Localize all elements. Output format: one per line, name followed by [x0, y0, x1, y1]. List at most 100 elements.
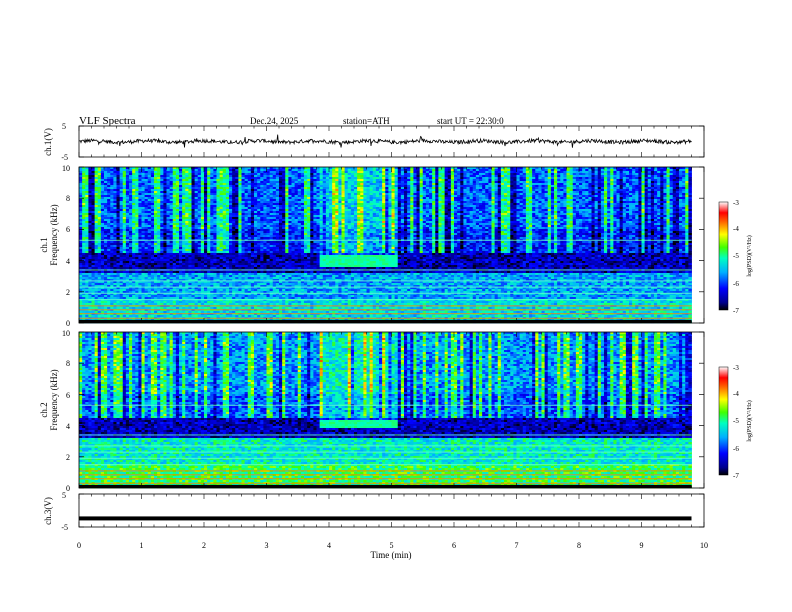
spectrogram-cell: [579, 189, 583, 192]
spectrogram-cell: [519, 181, 524, 184]
spectrogram-cell: [582, 185, 586, 188]
spectrogram-cell: [379, 175, 383, 178]
spectrogram-cell: [472, 187, 477, 190]
spectrogram-cell: [588, 167, 592, 170]
spectrogram-cell: [391, 185, 396, 188]
spectrogram-cell: [207, 189, 211, 192]
spectrogram-cell: [354, 171, 358, 174]
spectrogram-cell: [313, 179, 317, 182]
spectrogram-cell: [179, 173, 183, 176]
spectrogram-cell: [272, 183, 277, 186]
spectrogram-cell: [488, 177, 492, 180]
ch1-waveform-ytick-bottom: -5: [61, 153, 68, 162]
spectrogram-cell: [304, 183, 308, 186]
spectrogram-cell: [316, 177, 321, 180]
spectrogram-cell: [154, 187, 158, 190]
spectrogram-cell: [282, 183, 286, 186]
spectrogram-cell: [144, 169, 149, 172]
spectrogram-cell: [91, 189, 96, 192]
spectrogram-cell: [191, 175, 196, 178]
spectrogram-cell: [604, 183, 608, 186]
spectrogram-cell: [460, 177, 464, 180]
spectrogram-cell: [635, 175, 639, 178]
spectrogram-cell: [113, 179, 117, 182]
spectrogram-cell: [175, 175, 180, 178]
spectrogram-cell: [672, 181, 677, 184]
spectrogram-cell: [119, 169, 124, 172]
spectrogram-cell: [172, 185, 177, 188]
spectrogram-cell: [585, 181, 589, 184]
spectrogram-cell: [104, 169, 108, 172]
spectrogram-cell: [475, 167, 480, 170]
spectrogram-cell: [400, 173, 405, 176]
spectrogram-cell: [285, 171, 289, 174]
spectrogram-cell: [638, 167, 642, 170]
spectrogram-cell: [685, 181, 689, 184]
spectrogram-cell: [482, 173, 486, 176]
spectrogram-cell: [544, 181, 549, 184]
spectrogram-cell: [341, 169, 346, 172]
spectrogram-cell: [600, 181, 605, 184]
spectrogram-cell: [113, 171, 117, 174]
spectrogram-cell: [388, 185, 392, 188]
spectrogram-cell: [535, 171, 539, 174]
spectrogram-cell: [110, 171, 114, 174]
spectrogram-cell: [225, 183, 230, 186]
spectrogram-cell: [232, 177, 236, 180]
spectrogram-cell: [275, 181, 280, 184]
spectrogram-cell: [494, 169, 499, 172]
spectrogram-cell: [535, 187, 539, 190]
spectrogram-cell: [647, 185, 652, 188]
spectrogram-cell: [332, 189, 336, 192]
spectrogram-cell: [269, 181, 274, 184]
spectrogram-cell: [563, 187, 567, 190]
spectrogram-cell: [172, 167, 177, 170]
spectrogram-cell: [519, 175, 524, 178]
spectrogram-cell: [516, 173, 521, 176]
spectrogram-cell: [275, 187, 280, 190]
spectrogram-cell: [429, 175, 433, 178]
spectrogram-cell: [416, 169, 421, 172]
spectrogram-cell: [675, 183, 680, 186]
spectrogram-cell: [529, 179, 533, 182]
spectrogram-cell: [282, 171, 286, 174]
spectrogram-cell: [250, 173, 255, 176]
spectrogram-cell: [216, 177, 221, 180]
spectrogram-cell: [679, 177, 683, 180]
spectrogram-cell: [382, 171, 386, 174]
spectrogram-cell: [225, 179, 230, 182]
spectrogram-cell: [554, 171, 558, 174]
spectrogram-cell: [247, 179, 252, 182]
spectrogram-cell: [429, 177, 433, 180]
spectrogram-cell: [297, 183, 302, 186]
spectrogram-cell: [385, 187, 389, 190]
spectrogram-cell: [669, 171, 674, 174]
spectrogram-cell: [344, 177, 349, 180]
spectrogram-cell: [557, 173, 561, 176]
spectrogram-cell: [513, 167, 517, 170]
spectrogram-cell: [204, 173, 208, 176]
spectrogram-cell: [285, 169, 289, 172]
spectrogram-cell: [369, 177, 374, 180]
spectrogram-cell: [313, 171, 317, 174]
spectrogram-cell: [179, 177, 183, 180]
spectrogram-cell: [563, 171, 567, 174]
spectrogram-cell: [435, 189, 439, 192]
spectrogram-cell: [450, 177, 455, 180]
spectrogram-cell: [119, 189, 124, 192]
spectrogram-cell: [260, 173, 264, 176]
spectrogram-cell: [463, 183, 467, 186]
spectrogram-cell: [604, 171, 608, 174]
spectrogram-cell: [454, 171, 458, 174]
spectrogram-cell: [94, 189, 99, 192]
spectrogram-cell: [335, 183, 339, 186]
spectrogram-cell: [472, 189, 477, 192]
spectrogram-cell: [516, 175, 521, 178]
spectrogram-cell: [413, 185, 417, 188]
spectrogram-cell: [300, 183, 305, 186]
spectrogram-cell: [647, 177, 652, 180]
spectrogram-cell: [119, 173, 124, 176]
spectrogram-cell: [97, 175, 102, 178]
spectrogram-cell: [219, 175, 224, 178]
spectrogram-cell: [344, 173, 349, 176]
